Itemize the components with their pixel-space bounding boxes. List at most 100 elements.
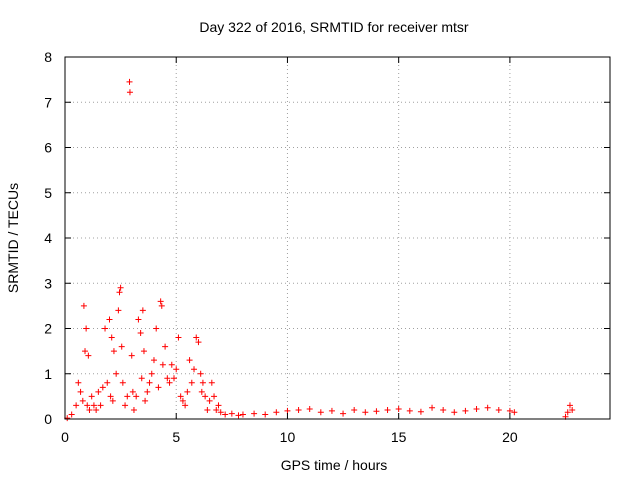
- data-point: [191, 366, 198, 373]
- data-point: [138, 375, 145, 382]
- data-point: [146, 379, 153, 386]
- data-point: [106, 316, 113, 323]
- data-point: [188, 379, 195, 386]
- data-point: [79, 397, 86, 404]
- data-point: [211, 393, 218, 400]
- data-point: [295, 406, 302, 413]
- y-tick-label: 2: [44, 321, 52, 337]
- data-point: [95, 388, 102, 395]
- data-point: [73, 402, 80, 409]
- data-point: [168, 361, 175, 368]
- data-point: [184, 388, 191, 395]
- data-point: [86, 406, 93, 413]
- data-point: [213, 406, 220, 413]
- x-tick-label: 0: [61, 429, 69, 445]
- data-point: [68, 411, 75, 418]
- data-point: [495, 406, 502, 413]
- data-point: [129, 388, 136, 395]
- data-point: [107, 393, 114, 400]
- data-point: [80, 302, 87, 309]
- data-point: [417, 408, 424, 415]
- data-point: [351, 406, 358, 413]
- data-point: [206, 397, 213, 404]
- data-point: [150, 357, 157, 364]
- data-point: [217, 409, 224, 416]
- data-point: [182, 402, 189, 409]
- data-point: [117, 284, 124, 291]
- data-point: [82, 348, 89, 355]
- data-point: [273, 409, 280, 416]
- data-point: [199, 379, 206, 386]
- data-point: [144, 388, 151, 395]
- data-point: [162, 343, 169, 350]
- x-tick-label: 15: [391, 429, 407, 445]
- data-point: [97, 402, 104, 409]
- data-point: [166, 379, 173, 386]
- data-point: [90, 402, 97, 409]
- data-point: [83, 325, 90, 332]
- data-point: [215, 402, 222, 409]
- data-point: [175, 334, 182, 341]
- data-point: [362, 409, 369, 416]
- data-point: [140, 348, 147, 355]
- data-point: [142, 397, 149, 404]
- axis-ticks: 0 1 2 3 4 5 6 7 8 0 5 10 15 20: [44, 49, 610, 445]
- data-point: [406, 407, 413, 414]
- data-point: [566, 402, 573, 409]
- y-tick-label: 0: [44, 411, 52, 427]
- data-point: [116, 289, 123, 296]
- data-point: [440, 406, 447, 413]
- data-point: [202, 393, 209, 400]
- data-point: [262, 411, 269, 418]
- data-point: [108, 334, 115, 341]
- y-tick-label: 3: [44, 275, 52, 291]
- data-point: [133, 393, 140, 400]
- y-axis-label: SRMTID / TECUs: [5, 183, 21, 293]
- data-point: [173, 366, 180, 373]
- data-point: [126, 89, 133, 96]
- data-point: [328, 407, 335, 414]
- data-point: [126, 78, 133, 85]
- data-point: [118, 343, 125, 350]
- data-point: [251, 410, 258, 417]
- y-tick-label: 8: [44, 49, 52, 65]
- data-point: [110, 348, 117, 355]
- data-point: [228, 410, 235, 417]
- data-point: [429, 404, 436, 411]
- data-point: [198, 388, 205, 395]
- x-tick-label: 10: [280, 429, 296, 445]
- chart-title: Day 322 of 2016, SRMTID for receiver mts…: [199, 19, 469, 35]
- data-point: [85, 352, 92, 359]
- data-point: [153, 325, 160, 332]
- data-point: [171, 375, 177, 382]
- data-point: [128, 352, 135, 359]
- data-point: [193, 334, 200, 341]
- data-points: [64, 78, 576, 422]
- data-point: [130, 406, 137, 413]
- data-point: [384, 406, 391, 413]
- data-point: [208, 379, 215, 386]
- data-point: [451, 409, 458, 416]
- data-point: [186, 357, 193, 364]
- data-point: [139, 307, 146, 314]
- data-point: [109, 397, 116, 404]
- x-tick-label: 5: [172, 429, 180, 445]
- data-point: [99, 384, 106, 391]
- data-point: [204, 406, 211, 413]
- data-point: [179, 397, 186, 404]
- data-point: [164, 375, 171, 382]
- data-point: [155, 384, 162, 391]
- data-point: [235, 412, 242, 419]
- data-point: [506, 407, 513, 414]
- data-point: [122, 402, 129, 409]
- data-point: [197, 370, 204, 377]
- data-point: [84, 402, 91, 409]
- data-point: [395, 406, 402, 413]
- y-tick-label: 5: [44, 185, 52, 201]
- data-point: [148, 370, 155, 377]
- data-point: [135, 316, 142, 323]
- x-tick-label: 20: [502, 429, 518, 445]
- data-point: [77, 388, 84, 395]
- x-axis-label: GPS time / hours: [281, 457, 388, 473]
